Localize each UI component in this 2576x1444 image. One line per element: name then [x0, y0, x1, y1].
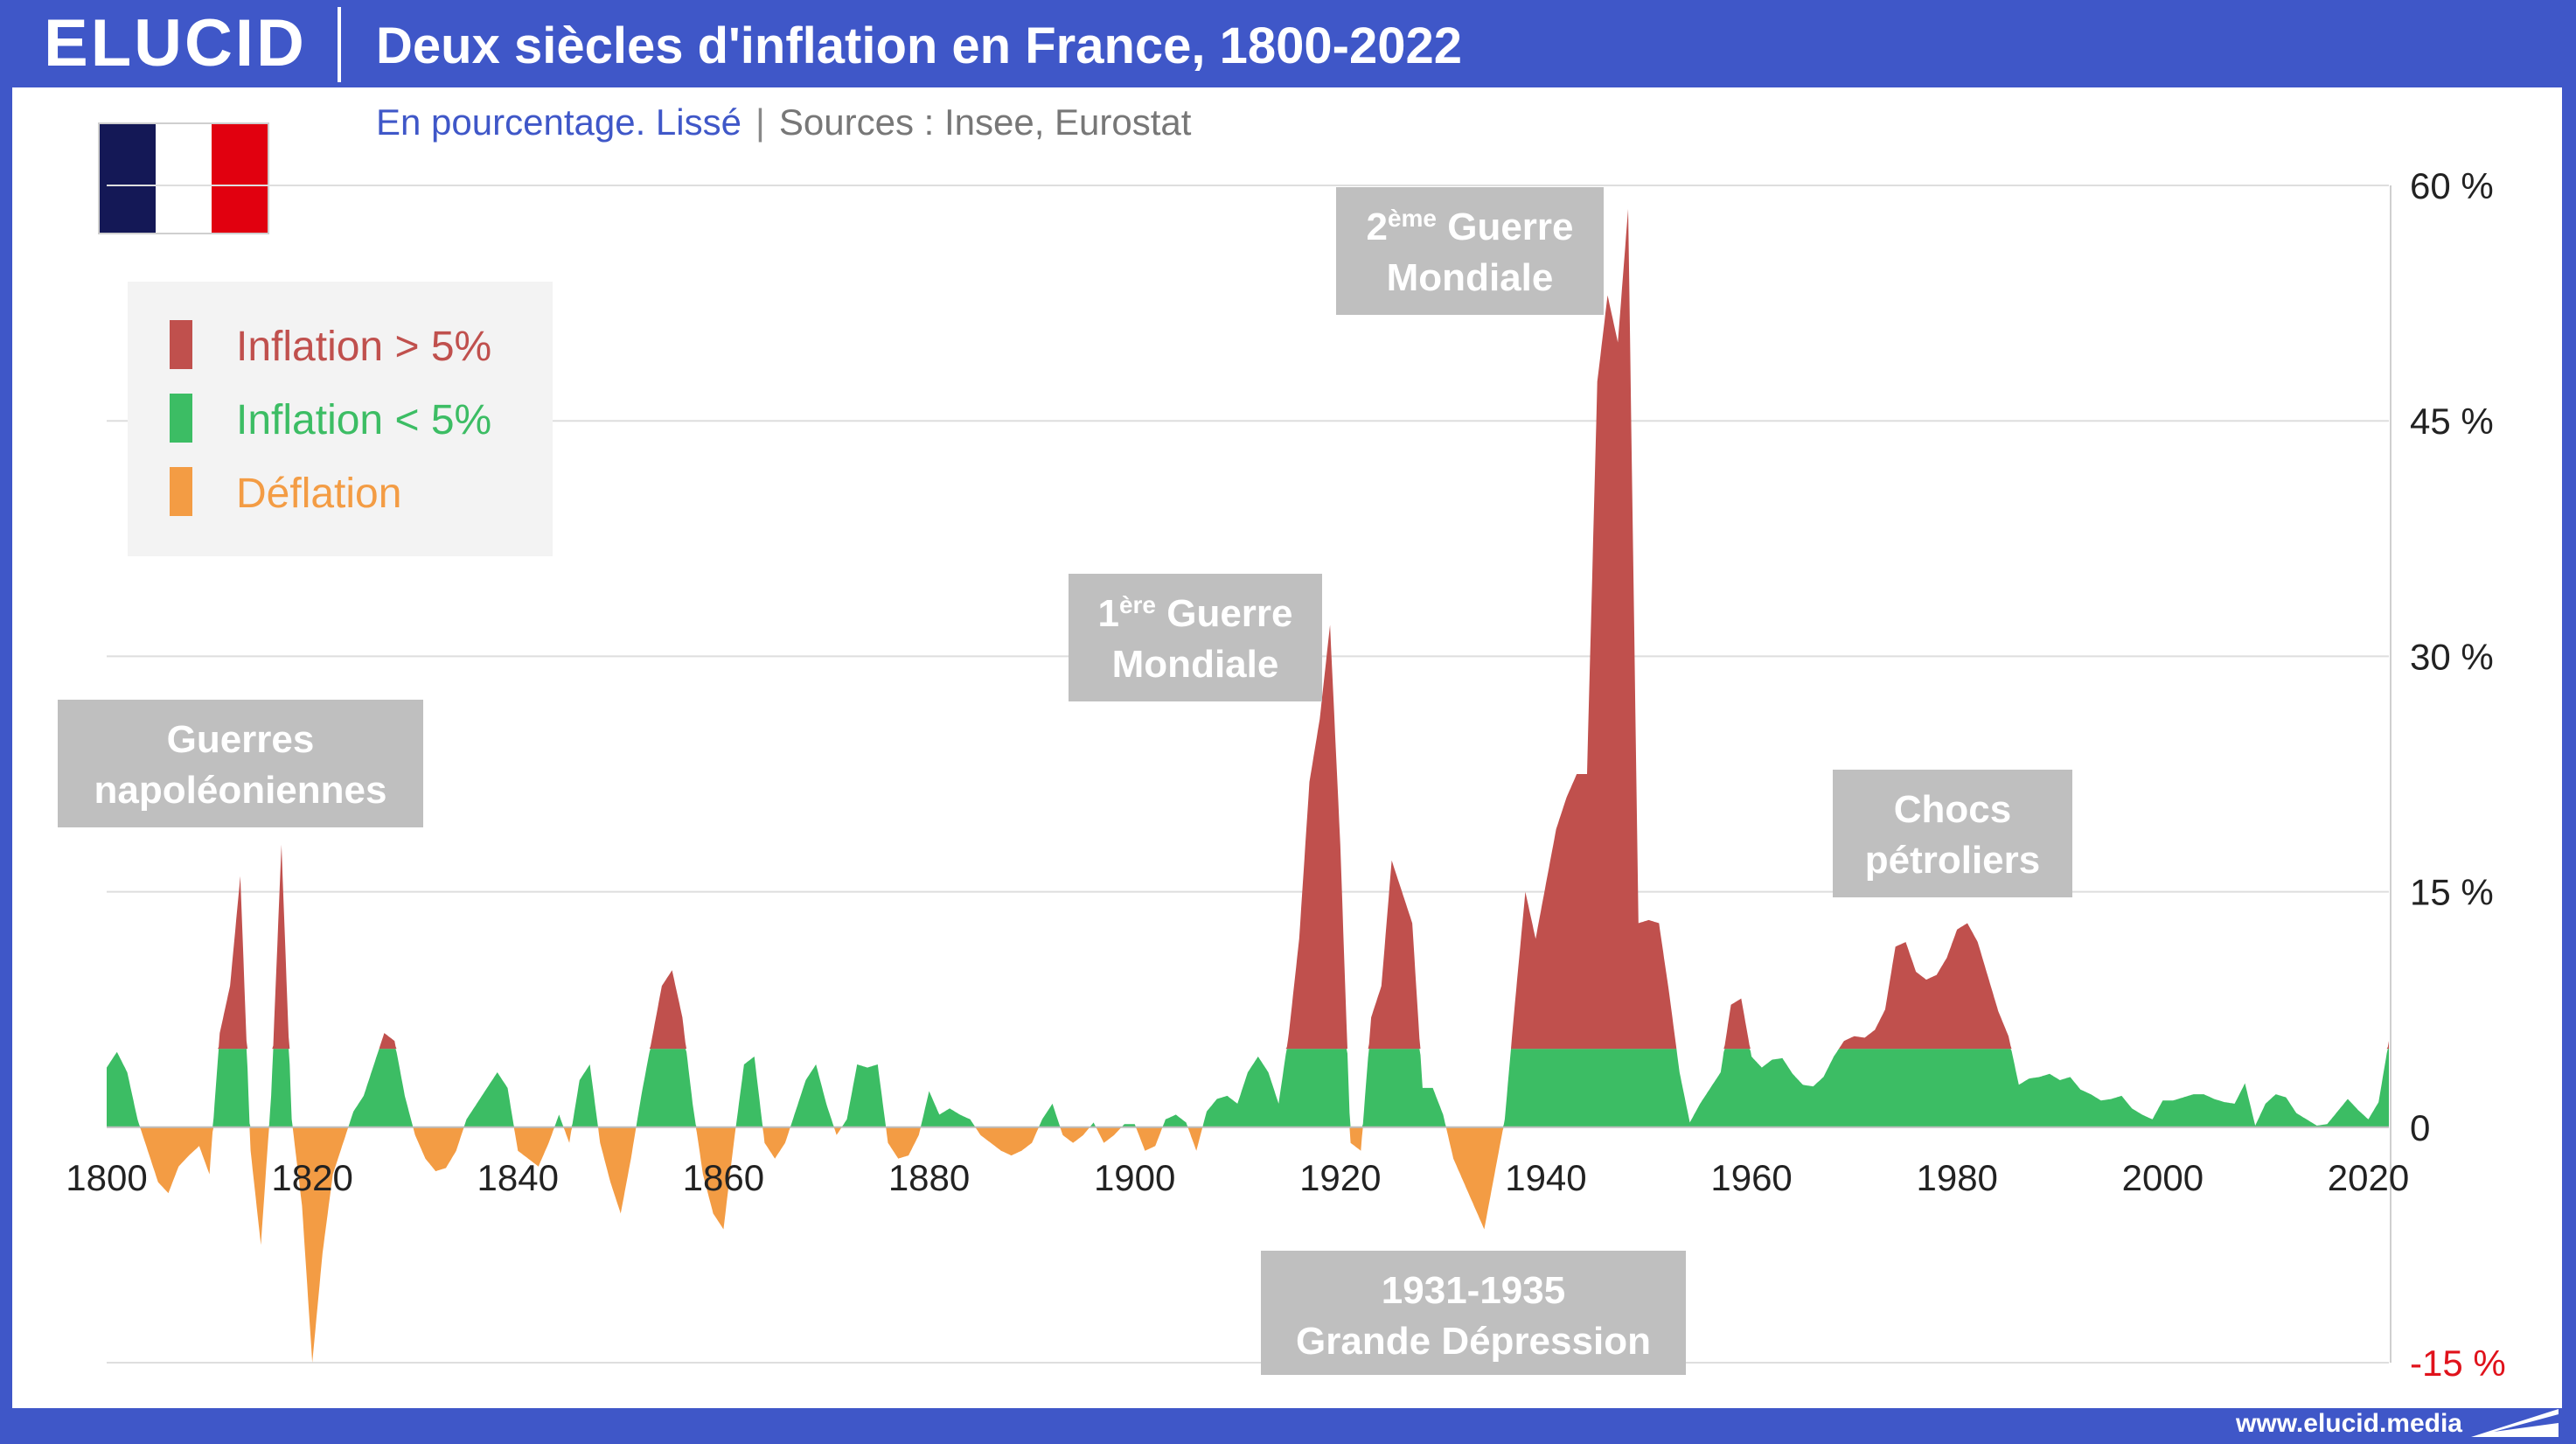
x-tick-label-1840: 1840 — [477, 1157, 559, 1198]
x-tick-label-2000: 2000 — [2122, 1157, 2204, 1198]
inflation-low-area — [107, 1049, 2389, 1127]
x-tick-label-1860: 1860 — [683, 1157, 764, 1198]
annotation-box-3 — [1336, 187, 1604, 315]
y-tick-label-30: 30 % — [2410, 636, 2494, 677]
france-flag-icon — [100, 124, 268, 233]
annotation-text-1-2: napoléoniennes — [94, 769, 387, 812]
legend-label-1: Inflation > 5% — [236, 324, 491, 370]
annotation-box-5 — [1261, 1251, 1686, 1375]
annotation-box-2 — [1069, 574, 1322, 701]
deflation-area — [107, 1127, 2389, 1363]
subtitle-text: En pourcentage. Lissé — [376, 101, 741, 143]
chart-subtitle: En pourcentage. Lissé | Sources : Insee, E… — [376, 98, 1191, 147]
elucid-arrow-icon — [2471, 1409, 2559, 1437]
annotation-box-1 — [58, 700, 423, 827]
annotation-text-4-1: Chocs — [1894, 788, 2011, 831]
x-tick-label-1880: 1880 — [888, 1157, 970, 1198]
annotation-text-5-2: Grande Dépression — [1296, 1320, 1651, 1363]
x-tick-label-1900: 1900 — [1094, 1157, 1175, 1198]
annotation-text-1-1: Guerres — [167, 718, 315, 761]
x-tick-label-1980: 1980 — [1916, 1157, 1997, 1198]
legend-swatch-1 — [170, 320, 192, 369]
header-bar: ELUCID Deux siècles d'inflation en Franc… — [0, 0, 2576, 87]
x-tick-label-1960: 1960 — [1710, 1157, 1792, 1198]
inflation-chart: 1800 1820 1840 1860 1880 1900 1920 1940 1960 1980… — [58, 165, 2506, 1384]
y-tick-label-60: 60 % — [2410, 165, 2494, 206]
x-tick-label-1940: 1940 — [1505, 1157, 1586, 1198]
annotation-text-2-1: 1ère Guerre — [1097, 591, 1292, 636]
subtitle-separator: | — [755, 101, 765, 143]
x-tick-label-2020: 2020 — [2328, 1157, 2409, 1198]
legend-swatch-3 — [170, 467, 192, 516]
chart-title: Deux siècles d'inflation en France, 1800… — [376, 17, 1463, 74]
y-tick-label-15: 15 % — [2410, 872, 2494, 913]
x-tick-label-1920: 1920 — [1299, 1157, 1381, 1198]
annotation-text-2-2: Mondiale — [1112, 643, 1279, 686]
legend-label-2: Inflation < 5% — [236, 397, 491, 443]
legend-box — [128, 282, 553, 556]
sources-text: Sources : Insee, Eurostat — [778, 101, 1192, 143]
annotation-text-3-1: 2ème Guerre — [1366, 205, 1573, 249]
logo-divider — [338, 7, 341, 82]
annotation-box-4 — [1833, 770, 2072, 897]
x-tick-label-1800: 1800 — [66, 1157, 147, 1198]
y-tick-label--15: -15 % — [2410, 1343, 2506, 1384]
y-tick-label-45: 45 % — [2410, 401, 2494, 442]
chart-panel: En pourcentage. Lissé | Sources : Insee, E… — [12, 87, 2562, 1408]
legend-swatch-2 — [170, 394, 192, 443]
annotation-text-4-2: pétroliers — [1865, 839, 2041, 882]
legend-label-3: Déflation — [236, 471, 401, 517]
y-tick-label-0: 0 — [2410, 1107, 2430, 1148]
annotation-text-3-2: Mondiale — [1387, 256, 1554, 299]
footer-url[interactable]: www.elucid.media — [2236, 1409, 2462, 1438]
elucid-logo[interactable]: ELUCID — [44, 6, 307, 80]
x-tick-label-1820: 1820 — [271, 1157, 352, 1198]
annotation-text-5-1: 1931-1935 — [1382, 1269, 1565, 1312]
